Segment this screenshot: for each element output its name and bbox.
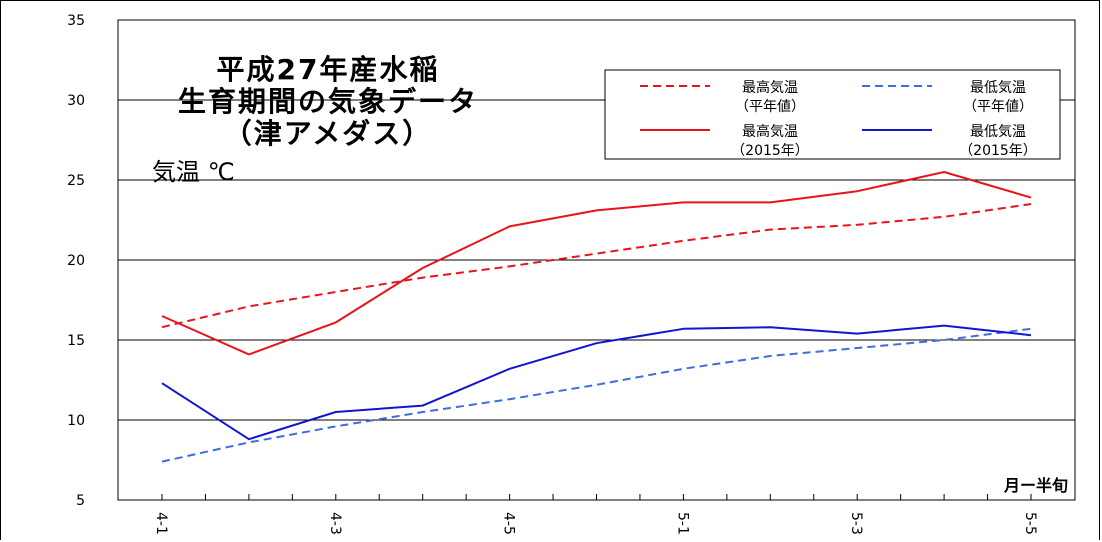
legend-entry-max-normal: 最高気温 （平年値） <box>640 79 805 115</box>
chart-title-line-2: 生育期間の気象データ <box>178 85 478 118</box>
chart-title-line-1: 平成27年産水稲 <box>217 53 440 86</box>
legend-entry-max-2015: 最高気温 （2015年） <box>640 123 809 159</box>
legend-box <box>604 69 1061 160</box>
legend-label: 最低気温 <box>970 124 1026 140</box>
legend-label: 最低気温 <box>970 80 1026 96</box>
x-tick-label: 4-3 <box>327 512 343 535</box>
legend-label: 最高気温 <box>742 123 798 140</box>
y-tick-label: 25 <box>67 173 85 189</box>
y-axis-label: 気温 ℃ <box>152 158 235 186</box>
legend-label: 最高気温 <box>742 79 798 96</box>
y-tick-label: 15 <box>67 333 85 349</box>
x-tick-label: 5-3 <box>848 512 864 535</box>
x-axis-ticks: 4-1 4-3 4-5 5-1 5-3 5-5 <box>153 494 1038 535</box>
gridlines <box>118 99 1075 421</box>
series-line-3 <box>161 324 1032 441</box>
x-tick-label: 5-5 <box>1022 512 1038 535</box>
y-axis-ticks: 5 10 15 20 25 30 35 <box>67 13 85 509</box>
y-tick-label: 30 <box>67 93 85 109</box>
series-lines <box>161 171 1032 463</box>
x-tick-label: 4-1 <box>153 512 169 535</box>
x-axis-label: 月ー半旬 <box>1003 476 1068 495</box>
legend-note: （平年値） <box>963 99 1033 115</box>
y-tick-label: 35 <box>67 13 85 29</box>
x-tick-label: 4-5 <box>501 512 517 535</box>
y-tick-label: 10 <box>67 413 85 429</box>
chart-title-line-3: （津アメダス） <box>224 117 433 150</box>
legend: 最高気温 （平年値） 最低気温 （平年値） 最高気温 （2015年） 最低気温 … <box>604 69 1061 160</box>
legend-entry-min-2015: 最低気温 （2015年） <box>862 124 1037 159</box>
series-line-0 <box>161 203 1032 329</box>
legend-note: （2015年） <box>959 143 1037 159</box>
x-tick-label: 5-1 <box>674 512 690 535</box>
y-tick-label: 5 <box>76 493 85 509</box>
legend-note: （2015年） <box>731 143 809 159</box>
series-line-1 <box>161 327 1032 463</box>
legend-note: （平年値） <box>735 99 805 115</box>
legend-entry-min-normal: 最低気温 （平年値） <box>862 80 1033 115</box>
series-line-2 <box>161 171 1032 356</box>
y-tick-label: 20 <box>67 253 85 269</box>
